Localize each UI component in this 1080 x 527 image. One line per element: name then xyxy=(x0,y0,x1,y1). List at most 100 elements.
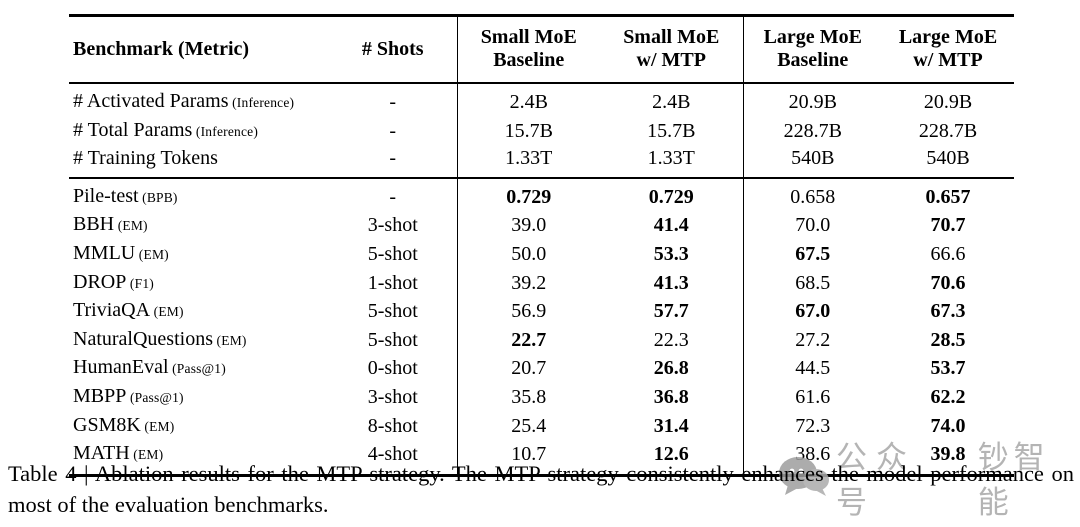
benchmarks-section: Pile-test (BPB) - 0.729 0.729 0.658 0.657 BBH … xyxy=(69,177,1014,476)
benchmark-name: MATH xyxy=(73,442,130,465)
value-cell: 67.5 xyxy=(742,239,882,269)
benchmark-name-cell: MBPP (Pass@1) xyxy=(69,383,329,412)
header-small-moe-baseline: Small MoE Baseline xyxy=(456,15,600,84)
value-cell: 66.6 xyxy=(930,242,966,265)
shots-cell: 4-shot xyxy=(367,443,418,466)
benchmark-name-cell: DROP (F1) xyxy=(69,269,329,298)
value-cell: 68.5 xyxy=(742,268,882,298)
benchmark-name: GSM8K xyxy=(73,413,141,436)
shots-cell: - xyxy=(389,147,397,170)
benchmark-name: MBPP xyxy=(73,384,127,407)
value-cell: 26.8 xyxy=(653,357,689,380)
value-cell: 20.9B xyxy=(742,83,882,117)
value-cell: 10.7 xyxy=(456,440,600,476)
shots-cell: 1-shot xyxy=(367,271,418,294)
header-row: Benchmark (Metric) # Shots Small MoE Bas… xyxy=(69,15,1014,84)
value-cell: 540B xyxy=(742,145,882,178)
benchmark-name-cell: GSM8K (EM) xyxy=(69,412,329,441)
shots-cell: 3-shot xyxy=(367,385,418,408)
speech-bubble-icon xyxy=(779,457,829,496)
shots-cell: - xyxy=(389,185,397,208)
metric-label: (EM) xyxy=(150,304,184,320)
params-section: # Activated Params (Inference) - 2.4B 2.4B 2… xyxy=(69,83,1014,178)
shots-cell: 5-shot xyxy=(367,328,418,351)
shots-cell: 5-shot xyxy=(367,300,418,323)
table-row: # Total Params (Inference) - 15.7B 15.7B 228… xyxy=(69,116,1014,146)
benchmark-name-cell: MMLU (EM) xyxy=(69,240,329,269)
benchmark-name: # Total Params xyxy=(73,118,193,141)
header-line1: Small MoE xyxy=(623,26,720,48)
table-caption: Table 4 | Ablation results for the MTP s… xyxy=(8,461,1074,517)
header-large-moe-baseline: Large MoE Baseline xyxy=(742,15,882,84)
benchmark-name: # Training Tokens xyxy=(73,147,218,170)
results-table-container: Benchmark (Metric) # Shots Small MoE Bas… xyxy=(69,14,1014,477)
benchmark-name-cell: TriviaQA (EM) xyxy=(69,297,329,326)
shots-cell: - xyxy=(389,119,397,142)
value-cell: 28.5 xyxy=(930,328,966,351)
value-cell: 0.729 xyxy=(648,185,694,208)
value-cell: 70.7 xyxy=(930,214,966,237)
value-cell: 25.4 xyxy=(456,411,600,441)
benchmark-name: HumanEval xyxy=(73,356,169,379)
metric-label: (Pass@1) xyxy=(126,389,184,405)
shots-cell: 8-shot xyxy=(367,414,418,437)
table-row: TriviaQA (EM) 5-shot 56.9 57.7 67.0 67.3 xyxy=(69,297,1014,326)
value-cell: 67.0 xyxy=(742,297,882,326)
metric-label: (EM) xyxy=(114,218,148,234)
value-cell: 0.658 xyxy=(742,177,882,212)
value-cell: 70.0 xyxy=(742,211,882,240)
benchmark-name-cell: HumanEval (Pass@1) xyxy=(69,354,329,383)
table-row: MBPP (Pass@1) 3-shot 35.8 36.8 61.6 62.2 xyxy=(69,382,1014,412)
benchmark-name: TriviaQA xyxy=(73,299,151,322)
watermark: 公众号 钞智能 xyxy=(778,440,1080,521)
table-row: MMLU (EM) 5-shot 50.0 53.3 67.5 66.6 xyxy=(69,239,1014,269)
value-cell: 53.7 xyxy=(930,357,966,380)
benchmark-name: NaturalQuestions xyxy=(73,327,213,350)
value-cell: 22.3 xyxy=(653,328,689,351)
shots-cell: 5-shot xyxy=(367,242,418,265)
table-row: HumanEval (Pass@1) 0-shot 20.7 26.8 44.5 53.7 xyxy=(69,354,1014,383)
table-row: BBH (EM) 3-shot 39.0 41.4 70.0 70.7 xyxy=(69,211,1014,240)
value-cell: 27.2 xyxy=(742,325,882,355)
value-cell: 15.7B xyxy=(456,116,600,146)
value-cell: 70.6 xyxy=(930,271,966,294)
value-cell: 72.3 xyxy=(742,411,882,441)
value-cell: 50.0 xyxy=(456,239,600,269)
shots-cell: - xyxy=(389,91,397,113)
benchmark-name: MMLU xyxy=(73,241,136,264)
benchmark-name-cell: MATH (EM) xyxy=(69,440,329,475)
ablation-results-table: Benchmark (Metric) # Shots Small MoE Bas… xyxy=(69,14,1014,477)
value-cell: 12.6 xyxy=(653,443,689,466)
benchmark-name: Pile-test xyxy=(73,184,139,207)
header-line1: Large MoE xyxy=(898,26,998,48)
table-row: Pile-test (BPB) - 0.729 0.729 0.658 0.657 xyxy=(69,177,1014,212)
value-cell: 1.33T xyxy=(647,147,695,170)
metric-label: (Inference) xyxy=(228,95,295,110)
header-large-moe-mtp: Large MoE w/ MTP xyxy=(882,15,1014,84)
benchmark-name: BBH xyxy=(73,213,115,236)
benchmark-name: DROP xyxy=(73,270,127,293)
benchmark-name-cell: Pile-test (BPB) xyxy=(69,178,329,212)
value-cell: 2.4B xyxy=(652,91,691,113)
benchmark-name-cell: # Training Tokens xyxy=(69,145,329,178)
value-cell: 39.0 xyxy=(456,211,600,240)
value-cell: 540B xyxy=(926,147,970,170)
table-row: # Training Tokens - 1.33T 1.33T 540B 540B xyxy=(69,145,1014,178)
watermark-text-gongzhonghao: 公众号 xyxy=(836,440,916,521)
value-cell: 0.657 xyxy=(925,185,971,208)
value-cell: 31.4 xyxy=(653,414,689,437)
benchmark-name-cell: BBH (EM) xyxy=(69,211,329,240)
value-cell: 57.7 xyxy=(653,300,689,323)
value-cell: 0.729 xyxy=(456,177,600,212)
table-row: DROP (F1) 1-shot 39.2 41.3 68.5 70.6 xyxy=(69,268,1014,298)
header-line2: w/ MTP xyxy=(913,49,983,71)
value-cell: 36.8 xyxy=(653,385,689,408)
value-cell: 22.7 xyxy=(456,325,600,355)
benchmark-name-cell: # Activated Params (Inference) xyxy=(69,83,329,117)
value-cell: 35.8 xyxy=(456,382,600,412)
header-line1: Large MoE xyxy=(763,26,862,48)
header-line2: w/ MTP xyxy=(636,49,706,71)
benchmark-name: # Activated Params xyxy=(73,90,229,112)
table-row: # Activated Params (Inference) - 2.4B 2.4B 2… xyxy=(69,83,1014,117)
metric-label: (EM) xyxy=(129,447,164,463)
